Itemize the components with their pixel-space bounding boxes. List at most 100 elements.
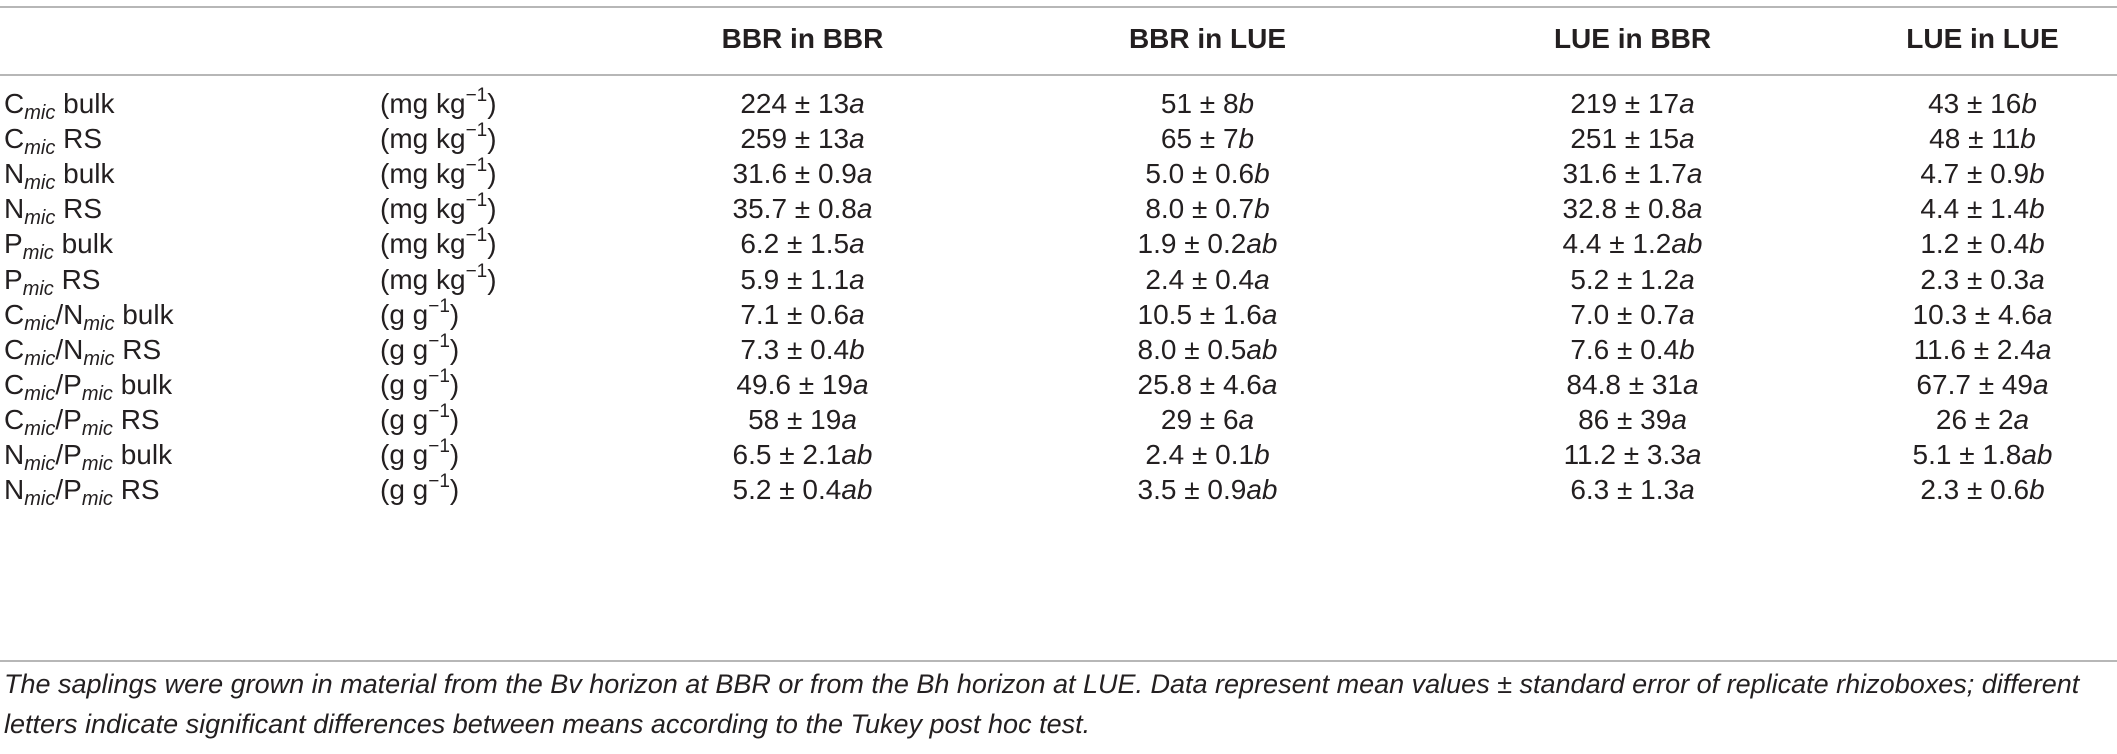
label-suffix: RS <box>55 193 103 225</box>
mean-se: 6.2 ± 1.5 <box>740 228 850 260</box>
value-cell: 8.0 ± 0.5ab <box>1045 326 1370 373</box>
significance-letter: b <box>1254 158 1270 190</box>
unit-text: (g g <box>380 439 429 470</box>
label-subscript: mic <box>24 417 56 440</box>
mean-se: 219 ± 17 <box>1570 88 1680 119</box>
mean-se: 8.0 ± 0.7 <box>1145 193 1255 225</box>
significance-letter: a <box>849 123 865 155</box>
significance-letter: b <box>2029 228 2045 260</box>
table-row: Cmic/Nmic RS (g g−1) 7.3 ± 0.4b 8.0 ± 0.5ab… <box>0 326 2117 373</box>
unit-text: (mg kg <box>380 123 466 155</box>
significance-letter: a <box>1679 474 1695 506</box>
label-subscript: mic <box>24 382 56 405</box>
value-cell: 35.7 ± 0.8a <box>640 185 965 232</box>
value-cell: 86 ± 39a <box>1470 396 1795 443</box>
table-row: Nmic/Pmic bulk (g g−1) 6.5 ± 2.1ab 2.4 ± 0.… <box>0 431 2117 478</box>
value-cell: 49.6 ± 19a <box>640 361 965 408</box>
significance-letter: a <box>841 403 857 435</box>
unit-exponent: −1 <box>428 471 450 493</box>
row-label: Cmic/Nmic bulk <box>4 291 174 338</box>
significance-letter: ab <box>2021 439 2053 470</box>
row-unit: (mg kg−1) <box>380 150 497 197</box>
mean-se: 31.6 ± 0.9 <box>732 158 857 190</box>
value-cell: 51 ± 8b <box>1045 80 1370 127</box>
label-symbol: C <box>4 298 25 330</box>
significance-letter: b <box>1238 123 1255 155</box>
significance-letter: ab <box>1671 228 1703 260</box>
row-label: Cmic/Pmic bulk <box>4 361 172 408</box>
label-suffix: bulk <box>114 298 174 330</box>
significance-letter: b <box>2021 88 2037 119</box>
mean-se: 2.3 ± 0.3 <box>1920 263 2030 295</box>
mean-se: 11.6 ± 2.4 <box>1913 333 2036 365</box>
unit-text: (g g <box>380 333 429 365</box>
significance-letter: a <box>2029 263 2045 295</box>
label-subscript-2: mic <box>81 488 113 511</box>
label-subscript: mic <box>24 488 56 511</box>
mean-se: 67.7 ± 49 <box>1916 368 2033 400</box>
significance-letter: ab <box>841 474 873 506</box>
label-suffix: bulk <box>55 88 115 119</box>
row-unit: (g g−1) <box>380 361 459 408</box>
value-cell: 25.8 ± 4.6a <box>1045 361 1370 408</box>
unit-exponent: −1 <box>428 365 450 387</box>
value-cell: 6.5 ± 2.1ab <box>640 431 965 478</box>
value-cell: 2.3 ± 0.6b <box>1820 466 2117 513</box>
table-row: Cmic/Nmic bulk (g g−1) 7.1 ± 0.6a 10.5 ± 1.… <box>0 291 2117 338</box>
mean-se: 6.5 ± 2.1 <box>732 439 842 470</box>
mean-se: 84.8 ± 31 <box>1566 368 1683 400</box>
value-cell: 31.6 ± 1.7a <box>1470 150 1795 197</box>
mean-se: 86 ± 39 <box>1578 403 1672 435</box>
label-symbol: N <box>4 439 25 470</box>
mean-se: 29 ± 6 <box>1160 403 1239 435</box>
value-cell: 219 ± 17a <box>1470 80 1795 127</box>
table-row: Nmic bulk (mg kg−1) 31.6 ± 0.9a 5.0 ± 0.6b 3… <box>0 150 2117 197</box>
column-header-bbr-in-bbr: BBR in BBR <box>721 23 884 54</box>
label-symbol: N <box>4 474 25 506</box>
unit-exponent: −1 <box>465 190 488 212</box>
mean-se: 1.2 ± 0.4 <box>1920 228 2030 260</box>
label-subscript: mic <box>24 453 56 475</box>
mean-se: 49.6 ± 19 <box>736 368 853 400</box>
mean-se: 3.5 ± 0.9 <box>1137 474 1247 506</box>
unit-text: (g g <box>380 368 429 400</box>
label-subscript-2: mic <box>81 382 113 405</box>
significance-letter: b <box>1679 333 1695 365</box>
significance-letter: b <box>1254 439 1270 470</box>
significance-letter: ab <box>841 439 873 470</box>
value-cell: 1.9 ± 0.2ab <box>1045 220 1370 267</box>
label-ratio: /P <box>55 439 82 470</box>
row-unit: (mg kg−1) <box>380 185 497 232</box>
value-cell: 11.2 ± 3.3a <box>1470 431 1795 478</box>
significance-letter: ab <box>1246 474 1278 506</box>
value-cell: 5.2 ± 1.2a <box>1470 256 1795 303</box>
value-cell: 7.1 ± 0.6a <box>640 291 965 338</box>
row-label: Nmic/Pmic bulk <box>4 431 172 478</box>
mean-se: 48 ± 11 <box>1929 123 2021 155</box>
significance-letter: b <box>2029 193 2045 225</box>
unit-close: ) <box>487 263 497 295</box>
unit-text: (mg kg <box>380 158 466 190</box>
value-cell: 31.6 ± 0.9a <box>640 150 965 197</box>
label-subscript: mic <box>22 242 54 265</box>
label-ratio: /N <box>55 298 84 330</box>
unit-text: (g g <box>380 474 429 506</box>
mean-se: 2.3 ± 0.6 <box>1920 474 2030 506</box>
mean-se: 10.3 ± 4.6 <box>1912 298 2037 330</box>
significance-letter: a <box>856 158 873 190</box>
unit-close: ) <box>487 158 497 190</box>
label-symbol: P <box>4 263 23 295</box>
column-header-lue-in-bbr: LUE in BBR <box>1553 23 1712 54</box>
mean-se: 43 ± 16 <box>1928 88 2022 119</box>
value-cell: 29 ± 6a <box>1045 396 1370 443</box>
unit-exponent: −1 <box>428 436 450 457</box>
significance-letter: a <box>1679 88 1695 119</box>
significance-letter: a <box>1261 368 1278 400</box>
row-label: Nmic/Pmic RS <box>4 466 160 513</box>
table-row: Cmic/Pmic bulk (g g−1) 49.6 ± 19a 25.8 ± 4.… <box>0 361 2117 408</box>
value-cell: 5.0 ± 0.6b <box>1045 150 1370 197</box>
value-cell: 7.0 ± 0.7a <box>1470 291 1795 338</box>
unit-close: ) <box>449 403 460 435</box>
unit-close: ) <box>487 88 497 119</box>
significance-letter: a <box>849 298 865 330</box>
